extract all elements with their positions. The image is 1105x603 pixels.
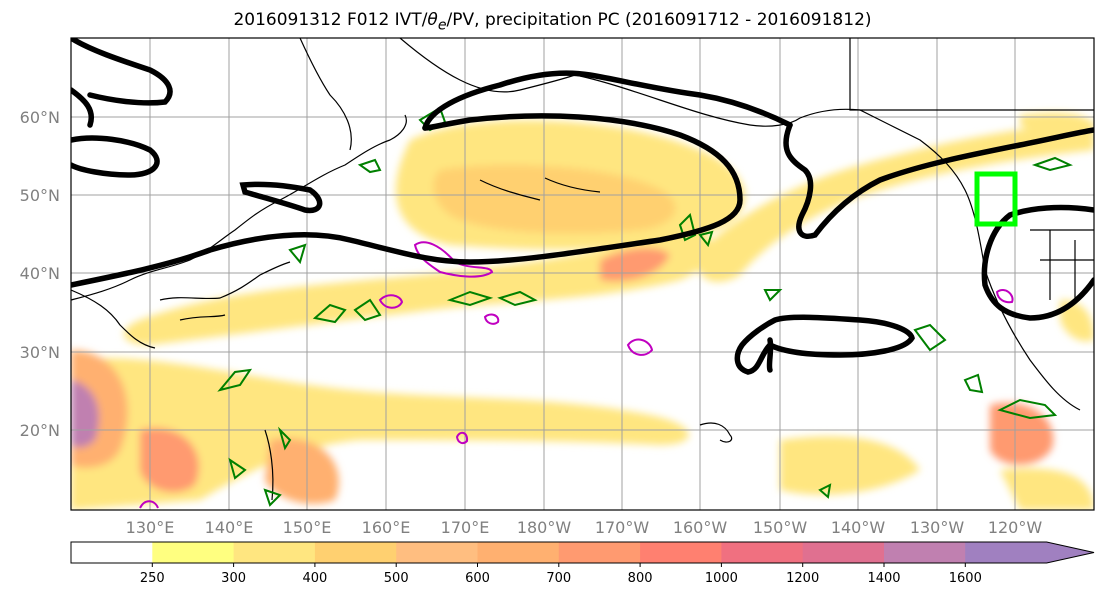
coastlines [71, 38, 1094, 501]
colorbar: 250 300 400 500 600 700 800 1000 1200 1400 1600 [70, 541, 1095, 586]
colorbar-tick-label: 600 [465, 571, 490, 586]
colorbar-tick-label: 1200 [786, 571, 819, 586]
lon-label: 130°E [126, 518, 175, 537]
colorbar-segment [721, 542, 804, 563]
region-box [974, 171, 1018, 227]
lat-label: 50°N [20, 186, 60, 205]
pv-contours [139, 241, 1014, 509]
lon-label: 150°E [283, 518, 332, 537]
colorbar-segment [884, 542, 966, 563]
colorbar-tick-label: 400 [302, 571, 327, 586]
colorbar-segment [152, 542, 235, 563]
lon-label: 150°W [753, 518, 808, 537]
lat-label: 60°N [20, 108, 60, 127]
colorbar-tick-label: 300 [221, 571, 246, 586]
colorbar-segment [314, 542, 397, 563]
ivt-contours [71, 38, 1094, 375]
lon-label: 180°W [517, 518, 572, 537]
lon-labels: 130°E 140°E 150°E 160°E 170°E 180°W 170°… [126, 518, 1043, 537]
colorbar-tick-label: 500 [384, 571, 409, 586]
lat-label: 30°N [20, 343, 60, 362]
lat-label: 40°N [20, 264, 60, 283]
map-title: 2016091312 F012 IVT/θe/PV, precipitation… [233, 10, 872, 34]
lat-labels: 60°N 50°N 40°N 30°N 20°N [20, 108, 60, 440]
colorbar-extend [965, 542, 1094, 563]
colorbar-segment [396, 542, 478, 563]
colorbar-segment [233, 542, 316, 563]
theta-symbol: θ [427, 10, 438, 30]
lon-label: 170°E [441, 518, 490, 537]
colorbar-tick-label: 1600 [949, 571, 982, 586]
colorbar-tick-label: 1400 [867, 571, 900, 586]
colorbar-segment [802, 542, 885, 563]
lon-label: 160°E [362, 518, 411, 537]
lon-label: 140°E [205, 518, 254, 537]
lat-label: 20°N [20, 421, 60, 440]
colorbar-segment [477, 542, 560, 563]
lon-label: 160°W [673, 518, 728, 537]
colorbar-tick-label: 800 [628, 571, 653, 586]
colorbar-segment [558, 542, 641, 563]
lon-label: 140°W [831, 518, 886, 537]
map-border [70, 37, 1095, 511]
lon-label: 120°W [988, 518, 1043, 537]
colorbar-segment [71, 542, 153, 563]
colorbar-segment [640, 542, 722, 563]
lon-label: 130°W [910, 518, 965, 537]
colorbar-outline [70, 541, 1095, 564]
colorbar-tick-label: 700 [546, 571, 571, 586]
lon-label: 170°W [595, 518, 650, 537]
colorbar-tick-label: 1000 [705, 571, 738, 586]
colorbar-tick-label: 250 [140, 571, 165, 586]
theta-subscript: e [437, 17, 447, 34]
